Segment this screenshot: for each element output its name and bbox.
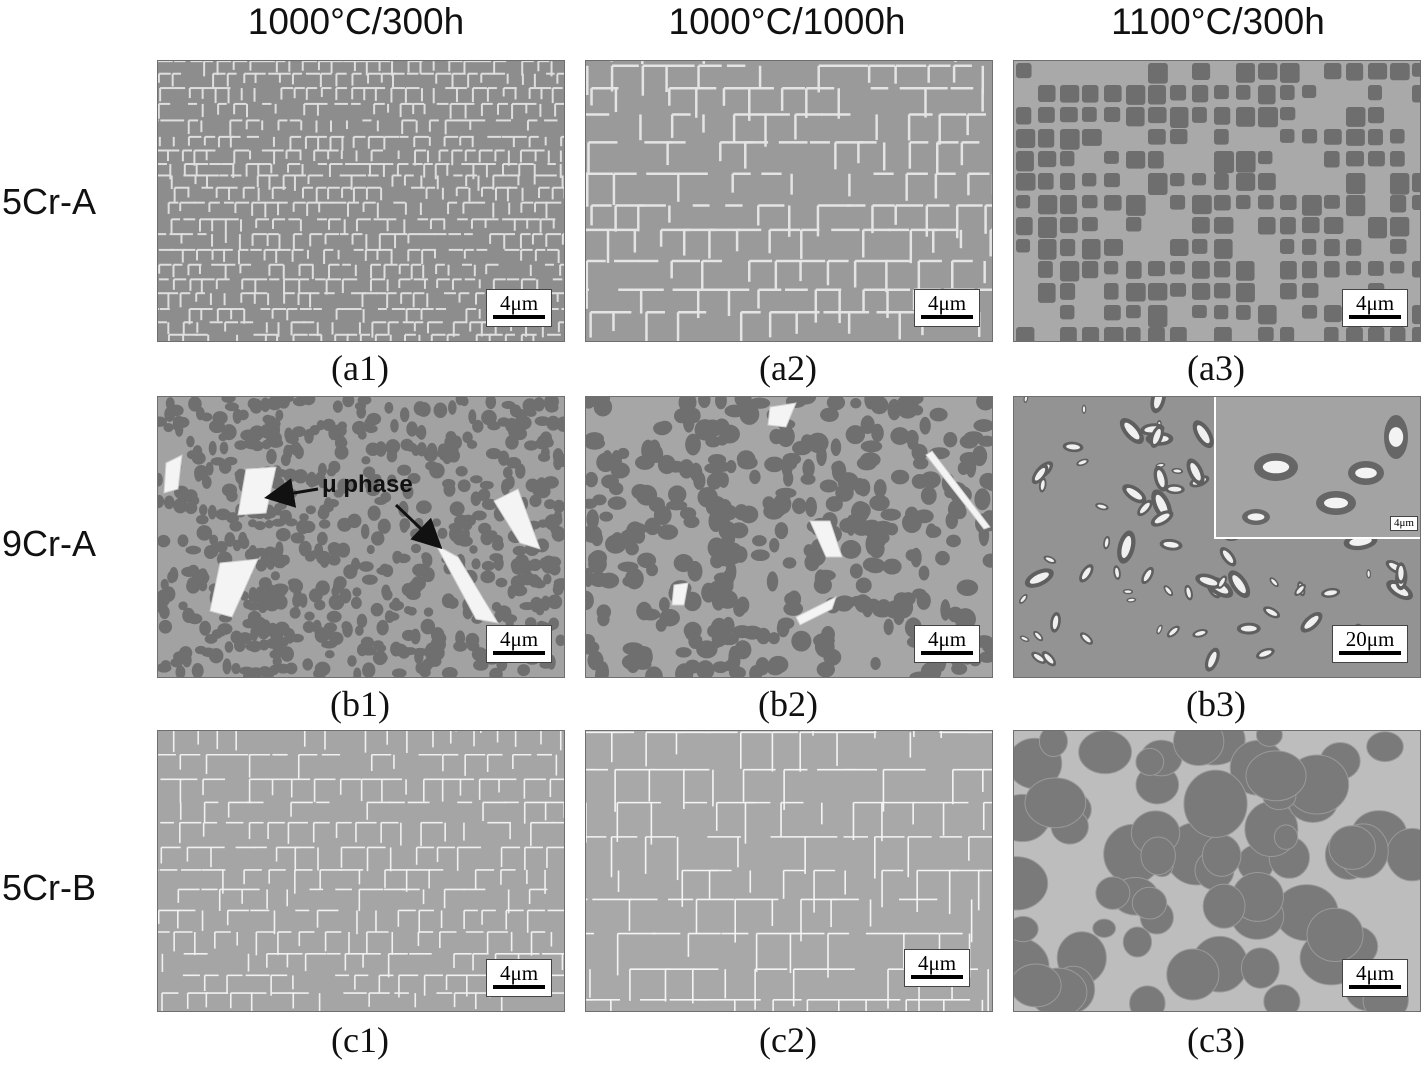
scale-bar-a1: 4μm <box>486 289 552 327</box>
scale-bar-c1: 4μm <box>486 959 552 997</box>
micrograph-a1-texture <box>158 61 564 341</box>
column-header-1000c-1000h: 1000°C/1000h <box>668 1 906 42</box>
micrograph-b2-texture <box>586 397 992 677</box>
micrograph-b3-inset: 4μm <box>1214 397 1420 539</box>
micrograph-b3-inset-texture <box>1216 397 1420 537</box>
scale-bar-a2-label: 4μm <box>927 291 967 315</box>
panel-label-c2: (c2) <box>759 1020 817 1060</box>
micrograph-b3: 4μm 20μm <box>1013 396 1421 678</box>
micrograph-b1: μ phase 4μm <box>157 396 565 678</box>
scale-bar-a1-label: 4μm <box>499 291 539 315</box>
micrograph-c1: 4μm <box>157 730 565 1012</box>
panel-label-a2: (a2) <box>759 348 817 388</box>
scale-bar-b2-label: 4μm <box>927 627 967 651</box>
scale-bar-c1-label: 4μm <box>499 961 539 985</box>
mu-phase-annotation: μ phase <box>322 471 413 498</box>
micrograph-c2: 4μm <box>585 730 993 1012</box>
row-header-5cr-a: 5Cr-A <box>2 181 97 222</box>
scale-bar-a3-label: 4μm <box>1355 291 1395 315</box>
row-header-9cr-a: 9Cr-A <box>2 523 97 564</box>
panel-label-b1: (b1) <box>330 684 390 724</box>
scale-bar-b3: 20μm <box>1332 625 1408 663</box>
scale-bar-c3: 4μm <box>1342 959 1408 997</box>
panel-label-c1: (c1) <box>331 1020 389 1060</box>
scale-bar-b2: 4μm <box>914 625 980 663</box>
micrograph-a3: 4μm <box>1013 60 1421 342</box>
scale-bar-b3-label: 20μm <box>1345 627 1395 651</box>
scale-bar-a2: 4μm <box>914 289 980 327</box>
row-header-5cr-b: 5Cr-B <box>2 867 97 908</box>
scale-bar-a3: 4μm <box>1342 289 1408 327</box>
scale-bar-c2-label: 4μm <box>917 951 957 975</box>
micrograph-b2: 4μm <box>585 396 993 678</box>
column-header-1000c-300h: 1000°C/300h <box>247 1 465 42</box>
micrograph-a1: 4μm <box>157 60 565 342</box>
panel-label-a1: (a1) <box>331 348 389 388</box>
micrograph-c3: 4μm <box>1013 730 1421 1012</box>
scale-bar-c2: 4μm <box>904 949 970 987</box>
inset-scale-bar: 4μm <box>1390 516 1418 531</box>
micrograph-a2: 4μm <box>585 60 993 342</box>
scale-bar-c3-label: 4μm <box>1355 961 1395 985</box>
panel-label-b3: (b3) <box>1186 684 1246 724</box>
panel-label-b2: (b2) <box>758 684 818 724</box>
scale-bar-b1: 4μm <box>486 625 552 663</box>
scale-bar-b1-label: 4μm <box>499 627 539 651</box>
column-header-1100c-300h: 1100°C/300h <box>1111 1 1325 42</box>
panel-label-c3: (c3) <box>1187 1020 1245 1060</box>
panel-label-a3: (a3) <box>1187 348 1245 388</box>
